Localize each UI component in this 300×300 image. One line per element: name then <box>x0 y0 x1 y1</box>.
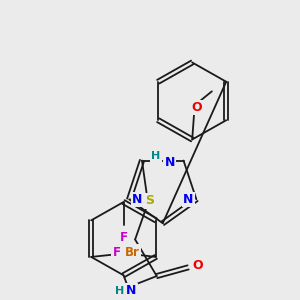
Text: O: O <box>193 259 203 272</box>
Text: F: F <box>112 246 121 259</box>
Text: N: N <box>165 156 175 169</box>
Text: N: N <box>132 193 142 206</box>
Text: O: O <box>192 101 203 114</box>
Text: S: S <box>145 194 154 208</box>
Text: N: N <box>183 193 194 206</box>
Text: F: F <box>119 231 128 244</box>
Text: H: H <box>152 151 161 161</box>
Text: Br: Br <box>125 246 140 259</box>
Text: N: N <box>126 284 136 297</box>
Text: H: H <box>115 286 124 296</box>
